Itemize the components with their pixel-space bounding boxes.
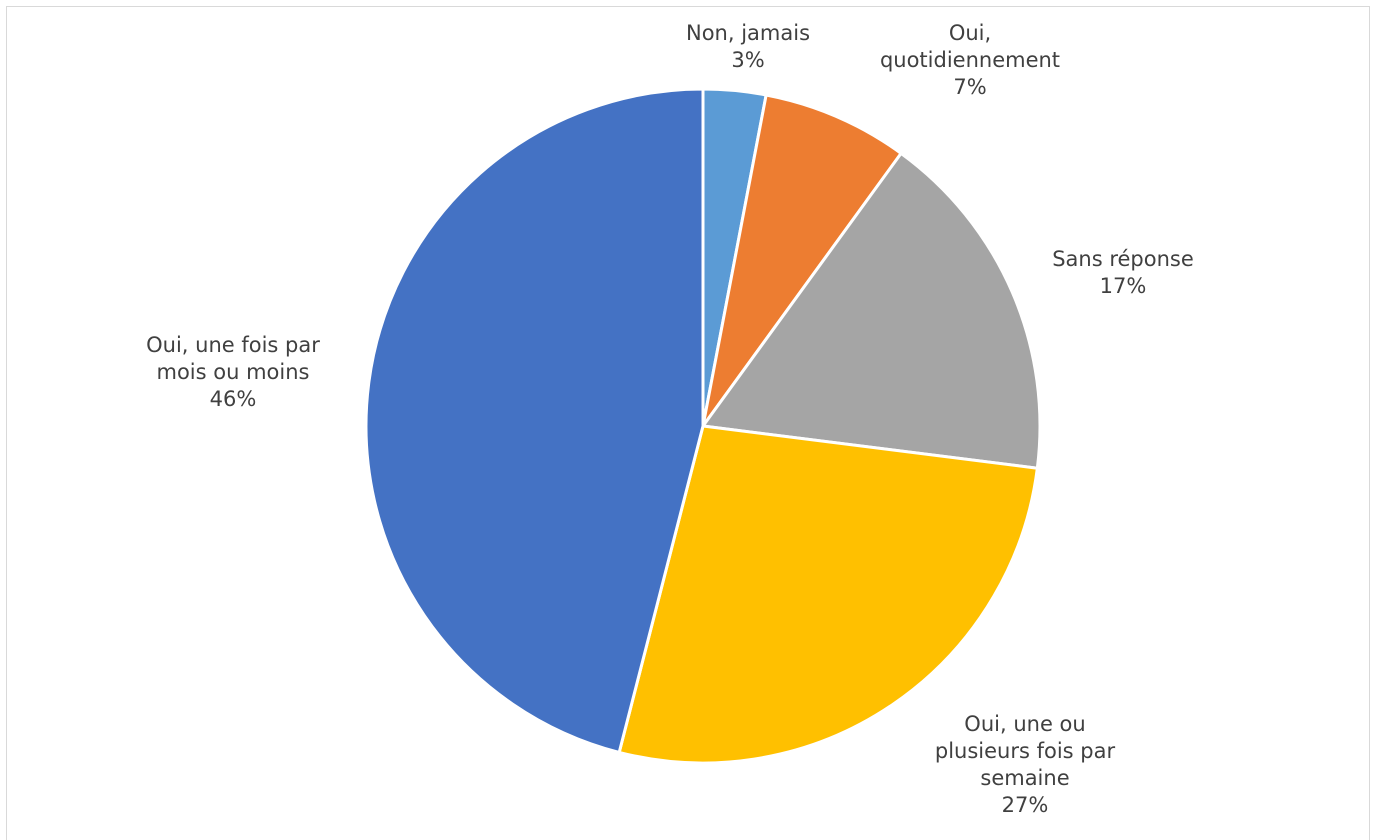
data-label-percent: 7% (953, 75, 986, 99)
data-label-category: quotidiennement (880, 48, 1060, 72)
pie-slice-2 (701, 93, 903, 428)
data-label-category: Oui, (949, 21, 991, 45)
data-label-category: mois ou moins (157, 360, 310, 384)
data-label-category: Non, jamais (686, 21, 810, 45)
data-label-percent: 27% (1002, 793, 1049, 817)
data-label-2: Oui, quotidiennement 7% (880, 21, 1060, 99)
data-label-category: Oui, une fois par (146, 333, 320, 357)
pie-slices (364, 87, 1042, 765)
data-label-1: Non, jamais 3% (686, 21, 810, 72)
data-label-category: Sans réponse (1052, 247, 1194, 271)
data-label-category: plusieurs fois par (935, 739, 1116, 763)
data-label-percent: 3% (731, 48, 764, 72)
pie-slice-3 (701, 151, 1042, 470)
data-label-5: Oui, une fois par mois ou moins 46% (146, 333, 320, 411)
pie-labels: Non, jamais 3% Oui, quotidiennement 7% Sans r… (146, 21, 1194, 817)
pie-slice-4 (617, 424, 1039, 765)
data-label-percent: 46% (210, 387, 257, 411)
data-label-category: Oui, une ou (964, 712, 1085, 736)
data-label-category: semaine (980, 766, 1069, 790)
data-label-4: Oui, une ou plusieurs fois par semaine 27% (935, 712, 1116, 817)
pie-slice-5 (364, 87, 705, 754)
data-label-percent: 17% (1100, 274, 1147, 298)
data-label-3: Sans réponse 17% (1052, 247, 1194, 298)
